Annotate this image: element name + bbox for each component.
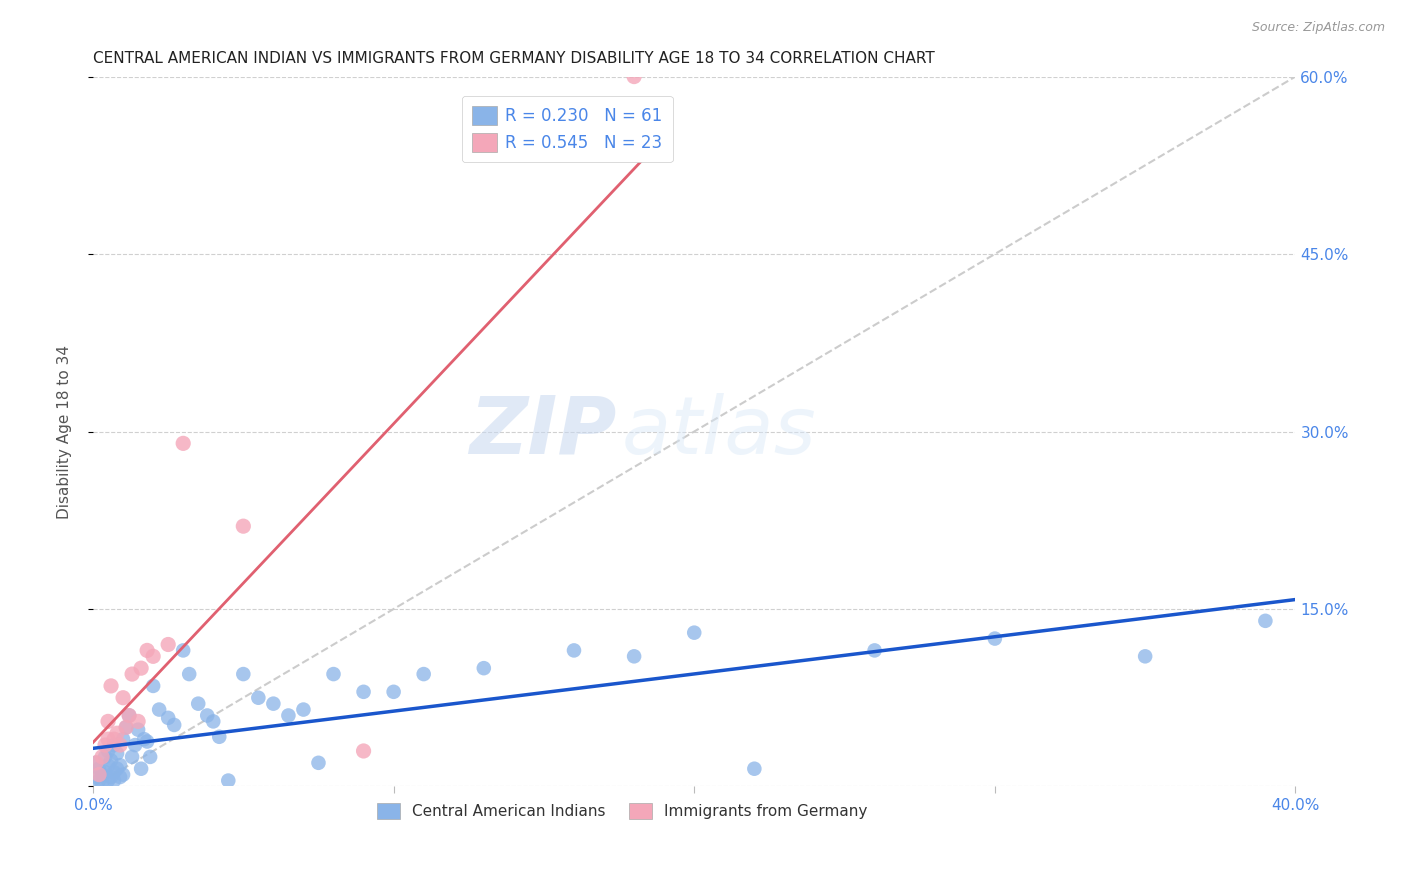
Text: atlas: atlas <box>621 392 817 470</box>
Point <box>262 697 284 711</box>
Point <box>217 773 239 788</box>
Point <box>97 732 120 747</box>
Point <box>142 649 165 664</box>
Point <box>683 625 706 640</box>
Point <box>142 679 165 693</box>
Point <box>127 723 149 737</box>
Point <box>353 685 375 699</box>
Point <box>232 667 254 681</box>
Point <box>97 714 120 729</box>
Point <box>103 738 125 752</box>
Point <box>115 720 138 734</box>
Legend: Central American Indians, Immigrants from Germany: Central American Indians, Immigrants fro… <box>371 797 873 825</box>
Point <box>121 750 143 764</box>
Point <box>863 643 886 657</box>
Point <box>187 697 209 711</box>
Point <box>84 770 107 784</box>
Point <box>623 649 645 664</box>
Point <box>91 750 114 764</box>
Point <box>322 667 344 681</box>
Point <box>112 767 135 781</box>
Point <box>208 730 231 744</box>
Point <box>382 685 405 699</box>
Point <box>136 734 159 748</box>
Point <box>562 643 585 657</box>
Point <box>105 762 128 776</box>
Point <box>84 756 107 770</box>
Point <box>94 738 117 752</box>
Point <box>105 747 128 761</box>
Point <box>157 711 180 725</box>
Point <box>292 702 315 716</box>
Point <box>87 773 110 788</box>
Text: ZIP: ZIP <box>468 392 616 470</box>
Y-axis label: Disability Age 18 to 34: Disability Age 18 to 34 <box>58 344 72 518</box>
Point <box>100 679 122 693</box>
Point <box>127 714 149 729</box>
Point <box>232 519 254 533</box>
Point <box>97 744 120 758</box>
Point <box>108 758 131 772</box>
Point <box>103 732 125 747</box>
Point <box>179 667 201 681</box>
Point <box>412 667 434 681</box>
Point <box>118 708 141 723</box>
Point <box>100 754 122 768</box>
Point <box>1254 614 1277 628</box>
Point <box>121 667 143 681</box>
Point <box>202 714 225 729</box>
Point <box>172 436 194 450</box>
Point <box>112 732 135 747</box>
Point <box>124 738 146 752</box>
Point <box>91 776 114 790</box>
Point <box>103 765 125 780</box>
Text: CENTRAL AMERICAN INDIAN VS IMMIGRANTS FROM GERMANY DISABILITY AGE 18 TO 34 CORRE: CENTRAL AMERICAN INDIAN VS IMMIGRANTS FR… <box>93 51 935 66</box>
Text: Source: ZipAtlas.com: Source: ZipAtlas.com <box>1251 21 1385 34</box>
Point <box>118 708 141 723</box>
Point <box>108 770 131 784</box>
Point <box>91 767 114 781</box>
Point <box>136 643 159 657</box>
Point <box>172 643 194 657</box>
Point <box>148 702 170 716</box>
Point <box>115 720 138 734</box>
Point <box>129 661 152 675</box>
Point <box>87 762 110 776</box>
Point <box>247 690 270 705</box>
Point <box>157 638 180 652</box>
Point <box>105 726 128 740</box>
Point <box>108 738 131 752</box>
Point <box>195 708 218 723</box>
Point <box>472 661 495 675</box>
Point <box>100 770 122 784</box>
Point <box>97 758 120 772</box>
Point <box>134 732 156 747</box>
Point <box>112 690 135 705</box>
Point <box>84 756 107 770</box>
Point <box>94 765 117 780</box>
Point <box>623 70 645 84</box>
Point <box>744 762 766 776</box>
Point <box>103 773 125 788</box>
Point <box>139 750 162 764</box>
Point <box>129 762 152 776</box>
Point <box>87 767 110 781</box>
Point <box>1133 649 1156 664</box>
Point <box>277 708 299 723</box>
Point <box>984 632 1007 646</box>
Point <box>97 773 120 788</box>
Point <box>308 756 330 770</box>
Point <box>353 744 375 758</box>
Point <box>163 718 186 732</box>
Point <box>94 750 117 764</box>
